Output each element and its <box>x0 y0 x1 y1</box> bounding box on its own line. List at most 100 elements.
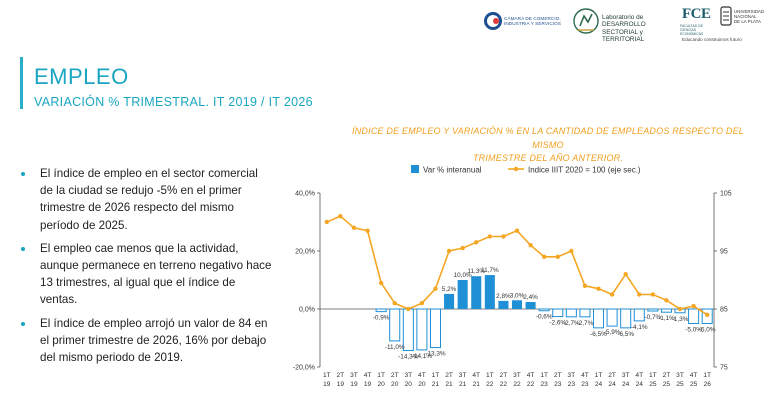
bar-data-label: -6,5% <box>590 331 607 338</box>
bar <box>402 308 414 351</box>
bar-data-label: -5,9% <box>604 329 621 336</box>
x-tick-label: 25 <box>690 381 698 388</box>
x-tick-label: 19 <box>364 381 372 388</box>
index-line-point <box>569 248 574 254</box>
x-tick-label: 1T <box>649 372 657 379</box>
bar <box>606 308 618 327</box>
bar <box>511 300 523 309</box>
x-tick-label: 2T <box>663 372 671 379</box>
x-tick-label: 3T <box>513 372 521 379</box>
ccis-logo: CÁMARA DE COMERCIO, INDUSTRIA Y SERVICIO… <box>484 10 562 38</box>
x-tick-label: 4T <box>364 372 372 379</box>
x-tick-label: 25 <box>676 381 684 388</box>
x-tick-label: 4T <box>418 372 426 379</box>
bar <box>375 308 387 313</box>
index-line-point <box>514 228 520 233</box>
bar-data-label: -14,1% <box>412 353 433 360</box>
x-tick-label: 3T <box>567 372 575 379</box>
legend-line-label: Indice IIIT 2020 = 100 (eje sec.) <box>528 166 641 175</box>
x-tick-label: 1T <box>703 372 711 379</box>
bar <box>457 280 468 309</box>
index-line-point <box>406 306 411 312</box>
chart-caption-line-1: ÍNDICE DE EMPLEO Y VARIACIÓN % EN LA CAN… <box>352 126 744 150</box>
lab-logo-text-2: SECTORIAL y TERRITORIAL <box>602 28 645 44</box>
bar-data-label: -1,3% <box>672 316 689 323</box>
y-right-tick-label: 75 <box>720 365 728 372</box>
unlp-text-1: UNIVERSIDAD <box>734 9 765 14</box>
bar <box>688 308 700 324</box>
x-tick-label: 26 <box>704 381 712 388</box>
bar-data-label: 11,7% <box>481 267 499 274</box>
bar-data-label: 2,4% <box>523 294 538 301</box>
header-logos: CÁMARA DE COMERCIO, INDUSTRIA Y SERVICIO… <box>484 4 764 44</box>
employment-chart: Var % interanual Indice IIIT 2020 = 100 (… <box>293 165 732 388</box>
index-line-point <box>677 306 683 312</box>
bullet-text: El empleo cae menos que la actividad, au… <box>40 241 272 307</box>
bar <box>389 308 401 342</box>
y-right-tick-label: 85 <box>720 307 728 314</box>
bar <box>660 308 672 313</box>
chart-caption-line-2: TRIMESTRE DEL AÑO ANTERIOR. <box>472 153 624 163</box>
x-tick-label: 3T <box>404 372 412 379</box>
bar-data-label: -2,7% <box>563 320 580 327</box>
ccis-logo-text-2: INDUSTRIA Y SERVICIOS <box>504 21 561 27</box>
unlp-logo: UNIVERSIDAD NACIONAL DE LA PLATA <box>720 6 768 42</box>
bar-data-label: 3,0% <box>510 292 525 299</box>
index-line-point <box>541 254 547 259</box>
x-tick-label: 1T <box>323 372 331 379</box>
index-line-point <box>582 283 588 288</box>
y-left-tick-label: 0,0% <box>299 307 315 314</box>
bar-data-label: -14,3% <box>398 353 419 360</box>
x-tick-label: 21 <box>473 381 481 388</box>
x-tick-label: 21 <box>459 381 467 388</box>
x-tick-label: 1T <box>540 372 548 379</box>
x-tick-label: 24 <box>595 381 603 388</box>
x-tick-label: 4T <box>581 372 589 379</box>
anniversary-seal-icon <box>573 8 599 34</box>
index-line-point <box>446 248 452 254</box>
lab-desarrollo-logo: Laboratorio de DESARROLLO SECTORIAL y TE… <box>572 4 680 43</box>
index-line-point <box>487 234 493 239</box>
index-line-point <box>555 254 560 259</box>
legend-bar-swatch <box>411 165 419 173</box>
fce-logo-subtext: FACULTAD DE CIENCIAS ECONÓMICAS <box>680 24 704 36</box>
bar-data-label: 2,8% <box>496 293 511 300</box>
x-tick-label: 23 <box>541 381 549 388</box>
legend-bar-label: Var % interanual <box>423 166 482 175</box>
x-tick-label: 24 <box>608 381 616 388</box>
x-tick-label: 3T <box>459 372 467 379</box>
bar-data-label: -2,7% <box>577 320 594 327</box>
bullet-list: El índice de empleo en el sector comerci… <box>18 165 273 372</box>
page-subtitle: VARIACIÓN % TRIMESTRAL. IT 2019 / IT 202… <box>34 95 313 109</box>
y-left-tick-label: -20,0% <box>293 365 315 372</box>
x-tick-label: 20 <box>391 381 399 388</box>
y-left-tick-label: 20,0% <box>295 249 315 256</box>
bullet-text: El índice de empleo arrojó un valor de 8… <box>40 316 268 365</box>
index-line-point <box>637 292 642 297</box>
bar-data-label: -1,1% <box>658 315 675 322</box>
x-tick-label: 21 <box>445 381 453 388</box>
index-line-point <box>501 234 506 239</box>
page-title: EMPLEO <box>34 64 129 89</box>
index-line-point <box>691 303 696 309</box>
chart-caption: ÍNDICE DE EMPLEO Y VARIACIÓN % EN LA CAN… <box>342 125 754 166</box>
index-line-point <box>324 219 329 225</box>
x-tick-label: 4T <box>472 372 480 379</box>
x-tick-label: 1T <box>486 372 494 379</box>
x-tick-label: 21 <box>432 381 440 388</box>
index-line-point <box>433 286 438 291</box>
x-tick-label: 2T <box>445 372 453 379</box>
x-tick-label: 2T <box>608 372 616 379</box>
bullet-item: El empleo cae menos que la actividad, au… <box>18 240 273 309</box>
bar-data-label: 10,0% <box>454 272 472 279</box>
x-tick-label: 4T <box>527 372 535 379</box>
index-line-point <box>650 292 656 297</box>
index-line-point <box>623 272 628 277</box>
bar-data-label: -0,6% <box>536 314 553 321</box>
unlp-text-3: DE LA PLATA <box>734 19 761 24</box>
x-tick-label: 22 <box>527 381 535 388</box>
x-tick-label: 4T <box>690 372 698 379</box>
index-line-point <box>609 292 615 297</box>
bar <box>498 300 509 309</box>
bullet-item: El índice de empleo arrojó un valor de 8… <box>18 315 273 367</box>
